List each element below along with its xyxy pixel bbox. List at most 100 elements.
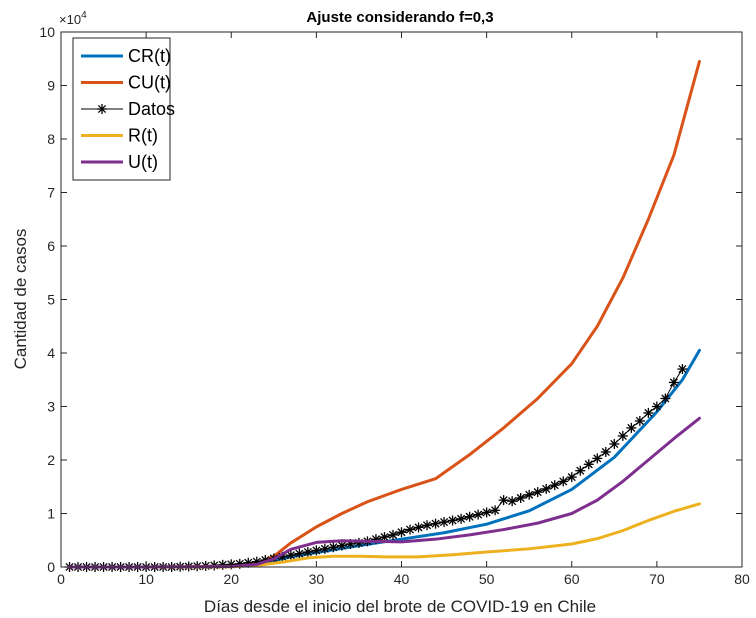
series-datos-point-58-stroke-3 <box>559 477 568 486</box>
x-tick-label-6: 60 <box>564 571 580 587</box>
series-datos-point-64 <box>609 438 620 449</box>
series-datos-point-41-stroke-3 <box>414 523 423 532</box>
series-datos-point-69 <box>651 401 662 412</box>
series-datos-point-40 <box>405 524 416 535</box>
series-datos-point-18 <box>217 559 228 570</box>
series-datos-point-57-stroke-3 <box>550 481 559 490</box>
series-datos-point-54 <box>524 489 535 500</box>
legend: CR(t) CU(t) Datos R(t) U(t) <box>72 37 175 181</box>
y-tick-label-2: 2 <box>47 452 55 468</box>
series-datos-point-47-stroke-3 <box>465 512 474 521</box>
series-datos-point-70 <box>660 393 671 404</box>
y-tick-label-0: 0 <box>47 559 55 575</box>
series-datos-point-49 <box>481 507 492 518</box>
series-datos-point-45-stroke-3 <box>448 516 457 525</box>
series-datos-point-40-stroke-3 <box>405 525 415 534</box>
series-datos-point-30 <box>319 543 330 554</box>
series-datos-point-67 <box>634 415 645 426</box>
series-ut-line <box>68 416 701 569</box>
series-datos-point-45 <box>447 515 458 526</box>
series-datos-point-58 <box>558 476 569 487</box>
series-datos-point-27 <box>294 548 305 559</box>
series-datos-point-67-stroke-3 <box>635 416 644 426</box>
y-tick-label-4: 4 <box>47 345 55 361</box>
series-datos-point-37-stroke-3 <box>380 532 389 542</box>
series-datos-point-48-stroke-3 <box>474 510 483 519</box>
series-datos-point-63 <box>600 446 611 457</box>
x-tick-label-7: 70 <box>649 571 665 587</box>
series-datos-point-42-stroke-3 <box>422 521 432 530</box>
x-tick-label-4: 40 <box>394 571 410 587</box>
series-datos-point-61-stroke-3 <box>584 460 593 469</box>
series-datos-point-66 <box>626 422 637 433</box>
series-datos-point-38-stroke-3 <box>388 530 398 539</box>
x-tick-label-3: 30 <box>309 571 325 587</box>
series-datos-point-52 <box>507 496 518 507</box>
series-datos-point-60 <box>575 465 586 476</box>
legend-item-datos: Datos <box>81 99 175 119</box>
series-datos-point-34 <box>353 537 364 548</box>
y-tick-label-3: 3 <box>47 399 55 415</box>
series-datos-point-26-stroke-3 <box>286 551 295 560</box>
series-datos-point-44-stroke-3 <box>440 518 449 527</box>
series-datos-point-68-stroke-3 <box>644 408 653 417</box>
y-tick-label-5: 5 <box>47 292 55 308</box>
series-datos-point-42 <box>422 520 433 531</box>
y-tick-label-1: 1 <box>47 506 55 522</box>
series-datos-point-37 <box>379 532 390 543</box>
series-datos-point-62 <box>592 453 603 464</box>
series-datos-point-59 <box>566 472 577 483</box>
series-datos-point-30-stroke-3 <box>320 544 329 553</box>
y-tick-label-6: 6 <box>47 238 55 254</box>
series-datos-point-55 <box>532 487 543 498</box>
y-axis-multiplier-base: ×10 <box>59 12 81 27</box>
series-datos-point-52-stroke-3 <box>508 497 517 506</box>
series-layer <box>64 59 701 572</box>
series-datos-point-50-stroke-3 <box>491 506 500 515</box>
series-datos-point-49-stroke-3 <box>482 508 491 517</box>
series-datos-point-56 <box>541 483 552 494</box>
series-datos-point-55-stroke-3 <box>533 488 542 497</box>
series-datos-point-44 <box>439 517 450 528</box>
series-datos-point-66-stroke-3 <box>627 423 636 432</box>
series-datos-point-39 <box>396 527 407 538</box>
series-datos-point-53 <box>515 492 526 503</box>
series-datos-point-31-stroke-3 <box>329 543 338 552</box>
series-datos-point-72 <box>677 364 688 375</box>
legend-item-ut-label: U(t) <box>128 152 158 172</box>
series-datos-point-72-stroke-3 <box>678 364 687 374</box>
series-datos-point-41 <box>413 522 424 533</box>
series-datos-point-64-stroke-3 <box>610 439 619 449</box>
series-datos-point-31 <box>328 542 339 553</box>
series-datos-point-29-stroke-3 <box>312 546 321 555</box>
series-datos-point-27-stroke-3 <box>295 549 304 558</box>
y-tick-label-10: 10 <box>39 24 55 40</box>
series-datos-point-39-stroke-3 <box>397 528 406 537</box>
series-datos-point-29 <box>311 545 322 556</box>
y-axis-label: Cantidad de casos <box>11 229 30 370</box>
series-datos-point-47 <box>464 511 475 522</box>
series-datos-point-59-stroke-3 <box>567 473 576 482</box>
legend-item-rt: R(t) <box>81 126 158 146</box>
legend-item-cut-label: CU(t) <box>128 73 171 93</box>
series-datos-point-38 <box>387 529 398 540</box>
series-datos-point-43-stroke-3 <box>431 519 440 528</box>
x-axis-label: Días desde el inicio del brote de COVID-… <box>204 597 596 616</box>
series-datos-point-68 <box>643 407 654 418</box>
series-datos-point-65-stroke-3 <box>618 431 627 440</box>
x-tick-label-0: 0 <box>57 571 65 587</box>
y-axis-multiplier: ×104 <box>59 10 87 27</box>
series-datos-point-43 <box>430 518 441 529</box>
series-datos-point-28-stroke-3 <box>303 547 312 557</box>
series-datos-point-46 <box>456 513 467 524</box>
series-datos-point-32 <box>336 540 347 551</box>
legend-item-ut: U(t) <box>81 152 158 172</box>
x-tick-label-2: 20 <box>223 571 239 587</box>
series-datos-point-50 <box>490 505 501 516</box>
series-datos-point-71 <box>668 377 679 388</box>
series-datos-point-53-stroke-3 <box>516 493 525 503</box>
series-datos-point-48 <box>473 509 484 520</box>
series-datos-point-26 <box>285 550 296 561</box>
y-tick-label-9: 9 <box>47 78 55 94</box>
